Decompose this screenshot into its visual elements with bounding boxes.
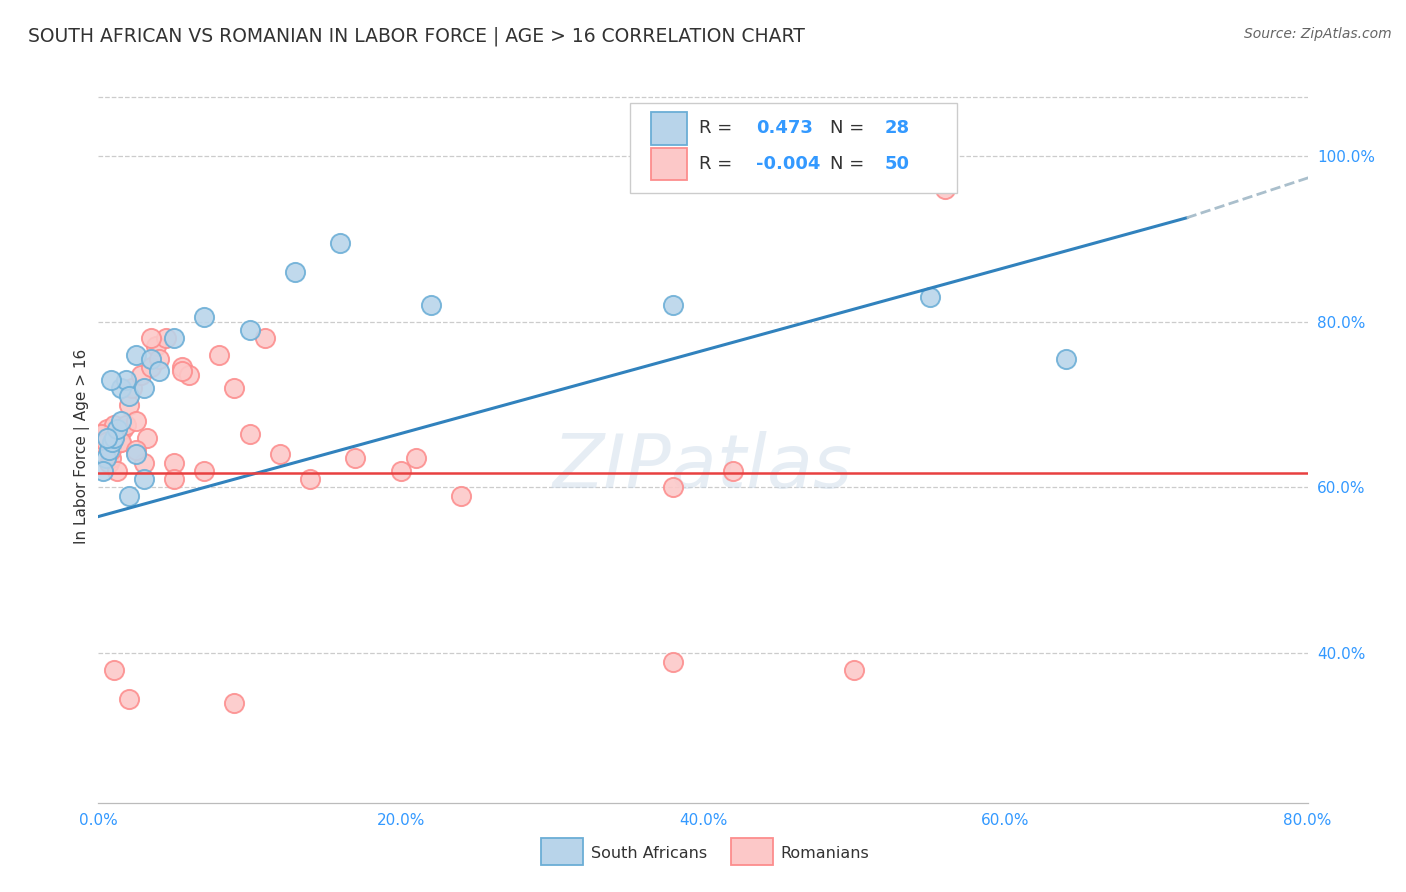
Point	[132, 456, 155, 470]
Point	[239, 323, 262, 337]
Text: R =: R =	[699, 120, 738, 137]
Point	[450, 489, 472, 503]
Point	[103, 431, 125, 445]
Point	[224, 696, 246, 710]
Point	[662, 298, 685, 312]
Point	[125, 447, 148, 461]
Point	[132, 472, 155, 486]
Point	[110, 381, 132, 395]
Point	[170, 364, 193, 378]
Text: Source: ZipAtlas.com: Source: ZipAtlas.com	[1244, 27, 1392, 41]
Bar	[651, 112, 688, 145]
Point	[90, 434, 112, 449]
Point	[125, 414, 148, 428]
Point	[193, 464, 215, 478]
Point	[118, 397, 141, 411]
Text: R =: R =	[699, 155, 738, 173]
Point	[284, 265, 307, 279]
Point	[121, 381, 143, 395]
Point	[135, 431, 157, 445]
Text: ZIPatlas: ZIPatlas	[553, 432, 853, 503]
Point	[118, 692, 141, 706]
Text: 50: 50	[884, 155, 910, 173]
Point	[108, 434, 131, 449]
Point	[344, 451, 367, 466]
Point	[934, 182, 956, 196]
Point	[93, 426, 115, 441]
Point	[125, 348, 148, 362]
Point	[141, 351, 163, 366]
Point	[208, 348, 231, 362]
Point	[100, 443, 122, 458]
Point	[114, 418, 136, 433]
Point	[253, 331, 276, 345]
Point	[98, 443, 121, 458]
Point	[101, 434, 124, 449]
Point	[155, 331, 177, 345]
Point	[239, 426, 262, 441]
Point	[420, 298, 443, 312]
Point	[118, 489, 141, 503]
Point	[179, 368, 201, 383]
Point	[141, 331, 163, 345]
Point	[662, 655, 685, 669]
Point	[96, 422, 118, 436]
Point	[163, 472, 186, 486]
Point	[111, 422, 134, 436]
Text: N =: N =	[830, 120, 870, 137]
Point	[125, 443, 148, 458]
Point	[145, 339, 167, 353]
Point	[94, 434, 117, 449]
FancyBboxPatch shape	[630, 103, 957, 193]
Point	[103, 418, 125, 433]
Point	[224, 381, 246, 395]
Point	[100, 451, 122, 466]
Point	[299, 472, 322, 486]
Text: 0.473: 0.473	[756, 120, 813, 137]
Point	[329, 235, 352, 250]
Point	[96, 431, 118, 445]
Point	[405, 451, 427, 466]
Text: SOUTH AFRICAN VS ROMANIAN IN LABOR FORCE | AGE > 16 CORRELATION CHART: SOUTH AFRICAN VS ROMANIAN IN LABOR FORCE…	[28, 27, 806, 46]
Point	[90, 426, 112, 441]
Point	[103, 663, 125, 677]
Point	[193, 310, 215, 325]
Point	[141, 360, 163, 375]
Text: South Africans: South Africans	[591, 847, 707, 861]
Point	[723, 464, 745, 478]
Point	[105, 464, 128, 478]
Point	[170, 360, 193, 375]
Point	[844, 663, 866, 677]
Text: 28: 28	[884, 120, 910, 137]
Point	[105, 422, 128, 436]
Point	[91, 464, 114, 478]
Text: Romanians: Romanians	[780, 847, 869, 861]
Point	[114, 373, 136, 387]
Point	[163, 456, 186, 470]
Point	[110, 414, 132, 428]
Point	[918, 290, 941, 304]
Point	[129, 368, 152, 383]
Point	[662, 481, 685, 495]
Y-axis label: In Labor Force | Age > 16: In Labor Force | Age > 16	[75, 349, 90, 543]
Text: -0.004: -0.004	[756, 155, 821, 173]
Bar	[651, 148, 688, 180]
Point	[163, 331, 186, 345]
Point	[148, 364, 170, 378]
Point	[110, 434, 132, 449]
Point	[132, 381, 155, 395]
Text: N =: N =	[830, 155, 870, 173]
Point	[100, 373, 122, 387]
Point	[1054, 351, 1077, 366]
Point	[389, 464, 412, 478]
Point	[98, 456, 121, 470]
Point	[148, 351, 170, 366]
Point	[269, 447, 291, 461]
Point	[118, 389, 141, 403]
Point	[94, 451, 117, 466]
